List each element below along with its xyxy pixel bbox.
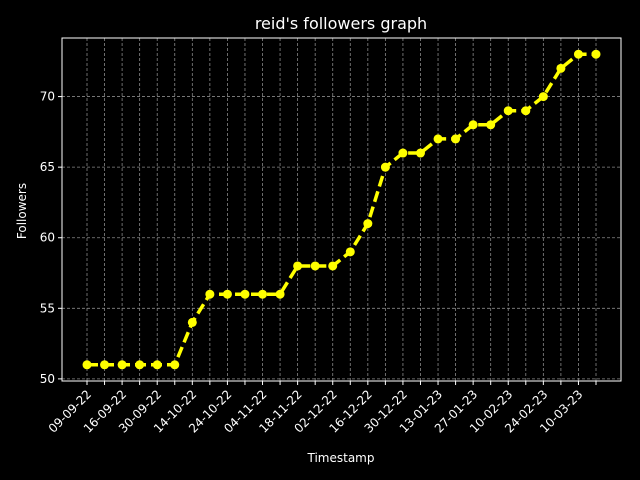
y-tick-label: 65 [40, 160, 55, 174]
data-point [135, 360, 145, 370]
data-point [345, 247, 355, 257]
data-point [328, 261, 338, 271]
data-point [240, 289, 250, 299]
data-point [187, 317, 197, 327]
chart-title: reid's followers graph [255, 14, 427, 33]
y-tick-label: 70 [40, 90, 55, 104]
data-point [415, 148, 425, 158]
plot-frame [61, 37, 622, 382]
data-point [258, 289, 268, 299]
data-point [205, 289, 215, 299]
data-point [521, 106, 531, 116]
data-point [538, 92, 548, 102]
y-tick-label: 50 [40, 372, 55, 386]
y-axis-ticks: 50 55 60 65 70 [40, 90, 62, 386]
data-point [468, 120, 478, 130]
data-point [363, 219, 373, 229]
x-axis-label: Timestamp [307, 451, 375, 465]
data-point [398, 148, 408, 158]
data-point [433, 134, 443, 144]
data-point [573, 49, 583, 59]
data-point [503, 106, 513, 116]
data-point [170, 360, 180, 370]
data-point [100, 360, 110, 370]
grid-lines [62, 38, 621, 381]
data-point [486, 120, 496, 130]
data-point [451, 134, 461, 144]
data-point [591, 49, 601, 59]
y-axis-label: Followers [15, 183, 29, 239]
y-tick-label: 55 [40, 301, 55, 315]
data-point [275, 289, 285, 299]
data-point [82, 360, 92, 370]
data-point [152, 360, 162, 370]
data-point [222, 289, 232, 299]
data-point [310, 261, 320, 271]
series-layer [82, 49, 601, 370]
data-point [117, 360, 127, 370]
data-point [293, 261, 303, 271]
data-point [556, 63, 566, 73]
y-tick-label: 60 [40, 231, 55, 245]
data-point [380, 162, 390, 172]
